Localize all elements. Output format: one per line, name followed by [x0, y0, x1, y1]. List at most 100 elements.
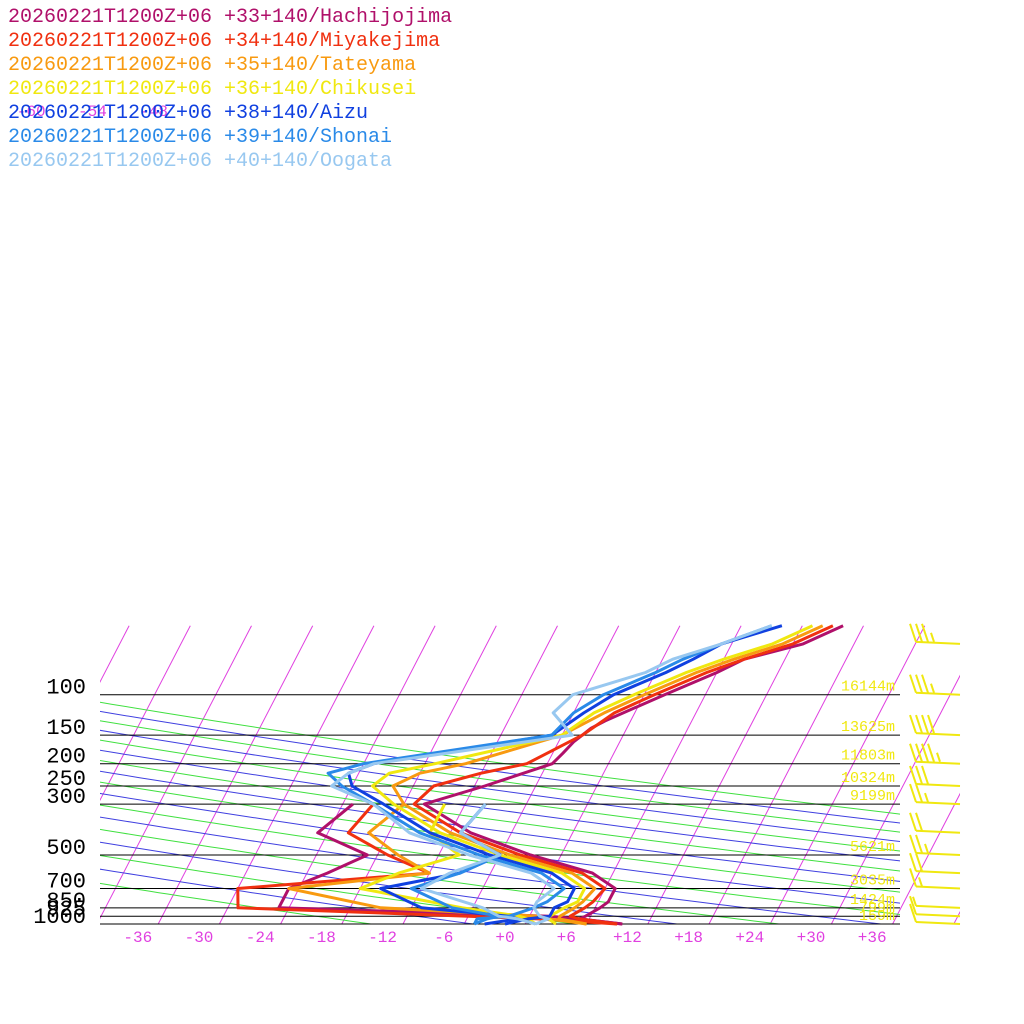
- wind-barb: [909, 743, 961, 765]
- sounding-profiles: [236, 624, 844, 926]
- wind-barb-staff: [915, 732, 961, 737]
- pressure-label: 250: [46, 767, 86, 792]
- dry-adiabat-line: [100, 828, 784, 924]
- wind-barb: [909, 852, 961, 875]
- wind-barb-flag: [915, 812, 923, 832]
- legend-entry: 20260221T1200Z+06 +35+140/Tateyama: [8, 54, 417, 77]
- wind-barb: [909, 895, 961, 918]
- temperature-profile: [391, 624, 824, 926]
- wind-barb-flag: [909, 812, 917, 832]
- wind-barb-flag: [909, 895, 917, 915]
- wind-barb-flag: [915, 743, 923, 763]
- wind-barb: [912, 896, 961, 909]
- wind-barb-flag: [909, 868, 917, 887]
- wind-barb-flag: [912, 896, 917, 907]
- pressure-label: 925: [46, 897, 86, 922]
- wind-barb-flag: [909, 674, 917, 694]
- wind-barb-flag: [915, 714, 923, 734]
- temp-tick-label: -30: [185, 929, 214, 947]
- wind-barb-staff: [915, 829, 961, 834]
- temp-tick-label: -12: [368, 929, 397, 947]
- legend-entry: 20260221T1200Z+06 +33+140/Hachijojima: [8, 6, 453, 29]
- temp-tick-label: -24: [246, 929, 275, 947]
- pressure-grid: [100, 694, 900, 925]
- wind-barb-flag: [927, 714, 935, 734]
- wind-barb-flag: [909, 623, 917, 643]
- height-label: 13625m: [841, 719, 895, 736]
- wind-barb: [909, 903, 961, 925]
- height-label: 11803m: [841, 748, 895, 765]
- wind-barb-flag: [930, 632, 935, 643]
- temp-tick-label: +12: [613, 929, 642, 947]
- height-label: 16144m: [841, 679, 895, 696]
- wind-barb: [909, 674, 961, 696]
- wind-barb: [909, 868, 961, 890]
- wind-barb-flag: [915, 765, 923, 785]
- wind-barb-staff: [915, 782, 961, 787]
- wind-barb-staff: [915, 691, 961, 696]
- temperature-profile: [326, 624, 773, 925]
- wind-barb-staff: [915, 851, 961, 856]
- wind-barb-staff: [915, 885, 961, 890]
- legend-entry: 20260221T1200Z+06 +38+140/Aizu: [8, 102, 369, 125]
- dry-adiabat-line: [100, 841, 681, 924]
- wind-barb-staff: [915, 921, 961, 925]
- isotherm-line: [769, 625, 926, 925]
- temp-tick-label: +24: [735, 929, 764, 947]
- pressure-label: 1000: [33, 905, 86, 930]
- temperature-profile: [347, 624, 783, 926]
- dewpoint-profile: [419, 803, 537, 926]
- wind-barb-flag: [915, 674, 923, 694]
- pressure-label: 300: [46, 785, 86, 810]
- wind-barb-flag: [909, 903, 917, 923]
- isotherm-line: [100, 625, 191, 802]
- isotherm-line: [647, 625, 803, 925]
- temperature-profile: [412, 624, 834, 926]
- wind-barb: [909, 834, 961, 856]
- height-label: 159m: [859, 908, 895, 925]
- wind-barb-flag: [909, 834, 917, 854]
- wind-barb-flag: [909, 714, 917, 734]
- wind-barb-flag: [915, 852, 923, 872]
- dry-adiabat-line: [100, 816, 886, 924]
- height-label: 799m: [859, 900, 895, 917]
- wind-barb-flag: [915, 623, 923, 643]
- wind-barb-flag: [909, 852, 917, 872]
- temp-tick-label: +36: [858, 929, 887, 947]
- isotherm-line: [0, 626, 7, 924]
- height-label: 3035m: [850, 872, 895, 889]
- wind-barb: [909, 783, 961, 806]
- pressure-label: 200: [46, 745, 86, 770]
- wind-barb-flag: [921, 743, 929, 763]
- temperature-profile: [330, 624, 773, 926]
- temp-tick-label: +0: [495, 929, 514, 947]
- temp-tick-label: +6: [557, 929, 576, 947]
- height-label: 5621m: [850, 839, 895, 856]
- wind-barbs: [909, 623, 961, 925]
- temp-tick-label: +30: [797, 929, 826, 947]
- wind-barb-staff: [915, 913, 961, 918]
- wind-barb-flag: [921, 623, 929, 643]
- wind-barb-flag: [909, 783, 917, 803]
- legend-entry: 20260221T1200Z+06 +39+140/Shonai: [8, 126, 393, 149]
- wind-barb-flag: [930, 683, 935, 694]
- pressure-label: 100: [46, 676, 86, 701]
- isotherm-line: [100, 625, 130, 684]
- legend-entry: 20260221T1200Z+06 +36+140/Chikusei: [8, 78, 417, 101]
- height-label: 10324m: [841, 770, 895, 787]
- temp-tick-label: -18: [307, 929, 336, 947]
- axis-labels: 100 16144m 150 13625m 200 11803m 250 10324m 300 9…: [17, 103, 895, 947]
- wind-barb: [909, 765, 961, 787]
- wind-barb-flag: [918, 877, 923, 887]
- wind-barb-flag: [909, 743, 917, 763]
- temp-tick-label: +18: [674, 929, 703, 947]
- legend-entry: 20260221T1200Z+06 +34+140/Miyakejima: [8, 30, 441, 53]
- height-label: 9199m: [850, 788, 895, 805]
- height-label: 1424m: [850, 892, 895, 909]
- temp-tick-label: -36: [123, 929, 152, 947]
- pressure-label: 500: [46, 836, 86, 861]
- wind-barb-flag: [924, 792, 929, 803]
- wind-barb-flag: [924, 843, 929, 854]
- wind-barb-flag: [927, 743, 935, 763]
- isotherm-line: [830, 674, 960, 925]
